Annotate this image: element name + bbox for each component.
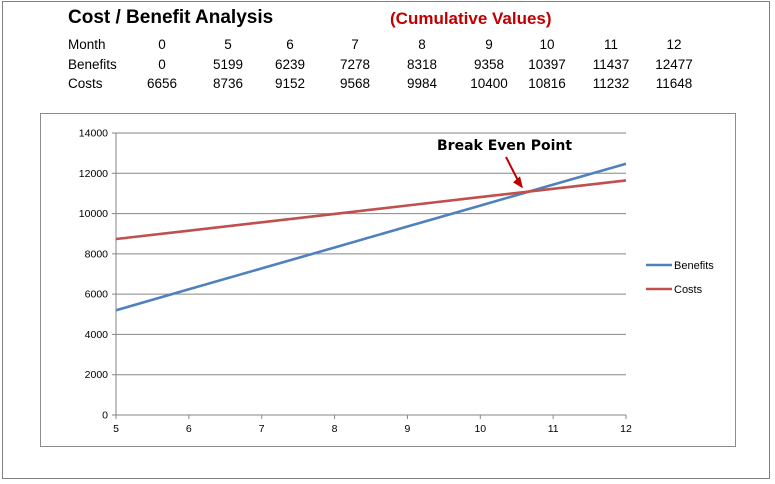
table-cell: 10 xyxy=(539,37,555,52)
table-cell: 0 xyxy=(158,37,166,52)
table-cell: 11 xyxy=(603,37,618,52)
table-cell: 12477 xyxy=(655,57,693,72)
table-row-label: Benefits xyxy=(68,57,117,72)
table-cell: 11648 xyxy=(655,76,693,91)
table-cell: 10400 xyxy=(470,76,508,91)
chart-area xyxy=(40,113,736,447)
table-cell: 10397 xyxy=(528,57,566,72)
table-cell: 8 xyxy=(418,37,426,52)
y-tick-label: 2000 xyxy=(85,369,109,381)
y-tick-label: 14000 xyxy=(79,128,108,140)
table-cell: 5199 xyxy=(212,57,244,72)
y-tick-label: 4000 xyxy=(85,329,109,341)
table-cell: 9358 xyxy=(473,57,505,72)
table-cell: 9 xyxy=(485,37,493,52)
table-cell: 12 xyxy=(666,37,682,52)
y-tick-label: 12000 xyxy=(79,168,108,180)
annotation-arrow xyxy=(505,156,520,183)
y-tick-label: 0 xyxy=(102,410,108,422)
x-tick-label: 10 xyxy=(474,423,486,435)
table-cell: 6 xyxy=(286,37,294,52)
annotation-arrowhead xyxy=(513,176,523,189)
legend-label-benefits: Benefits xyxy=(674,260,714,272)
table-cell: 9984 xyxy=(406,76,438,91)
y-tick-label: 10000 xyxy=(79,208,108,220)
x-tick-label: 8 xyxy=(332,423,338,435)
table-cell: 7 xyxy=(351,37,359,52)
table-cell: 10816 xyxy=(528,76,566,91)
table-cell: 8736 xyxy=(212,76,244,91)
x-tick-label: 5 xyxy=(113,423,119,435)
y-tick-label: 8000 xyxy=(85,248,109,260)
table-cell: 8318 xyxy=(406,57,438,72)
table-cell: 5 xyxy=(224,37,232,52)
line-chart: 0 2000 4000 6000 8000 10000 12000 14000 5 6 7 8 9 10 1… xyxy=(79,128,714,436)
page-subtitle: (Cumulative Values) xyxy=(390,9,552,28)
series-line-costs xyxy=(115,179,627,241)
table-row-label: Month xyxy=(68,37,106,52)
legend-label-costs: Costs xyxy=(674,284,703,296)
table-cell: 6239 xyxy=(274,57,306,72)
table-cell: 11437 xyxy=(592,57,630,72)
table-cell: 9152 xyxy=(274,76,306,91)
table-cell: 11232 xyxy=(592,76,630,91)
series-line-benefits xyxy=(115,162,627,312)
table-cell: 9568 xyxy=(339,76,371,91)
x-tick-label: 12 xyxy=(620,423,632,435)
x-tick-label: 7 xyxy=(259,423,265,435)
x-tick-label: 6 xyxy=(186,423,192,435)
table-row-label: Costs xyxy=(68,76,103,91)
table-cell: 7278 xyxy=(339,57,371,72)
annotation-label: Break Even Point xyxy=(437,138,572,154)
x-tick-label: 9 xyxy=(405,423,411,435)
page-title: Cost / Benefit Analysis xyxy=(68,7,274,28)
table-cell: 0 xyxy=(158,57,166,72)
x-tick-label: 11 xyxy=(548,423,559,435)
y-tick-label: 6000 xyxy=(85,289,109,301)
table-cell: 6656 xyxy=(146,76,178,91)
